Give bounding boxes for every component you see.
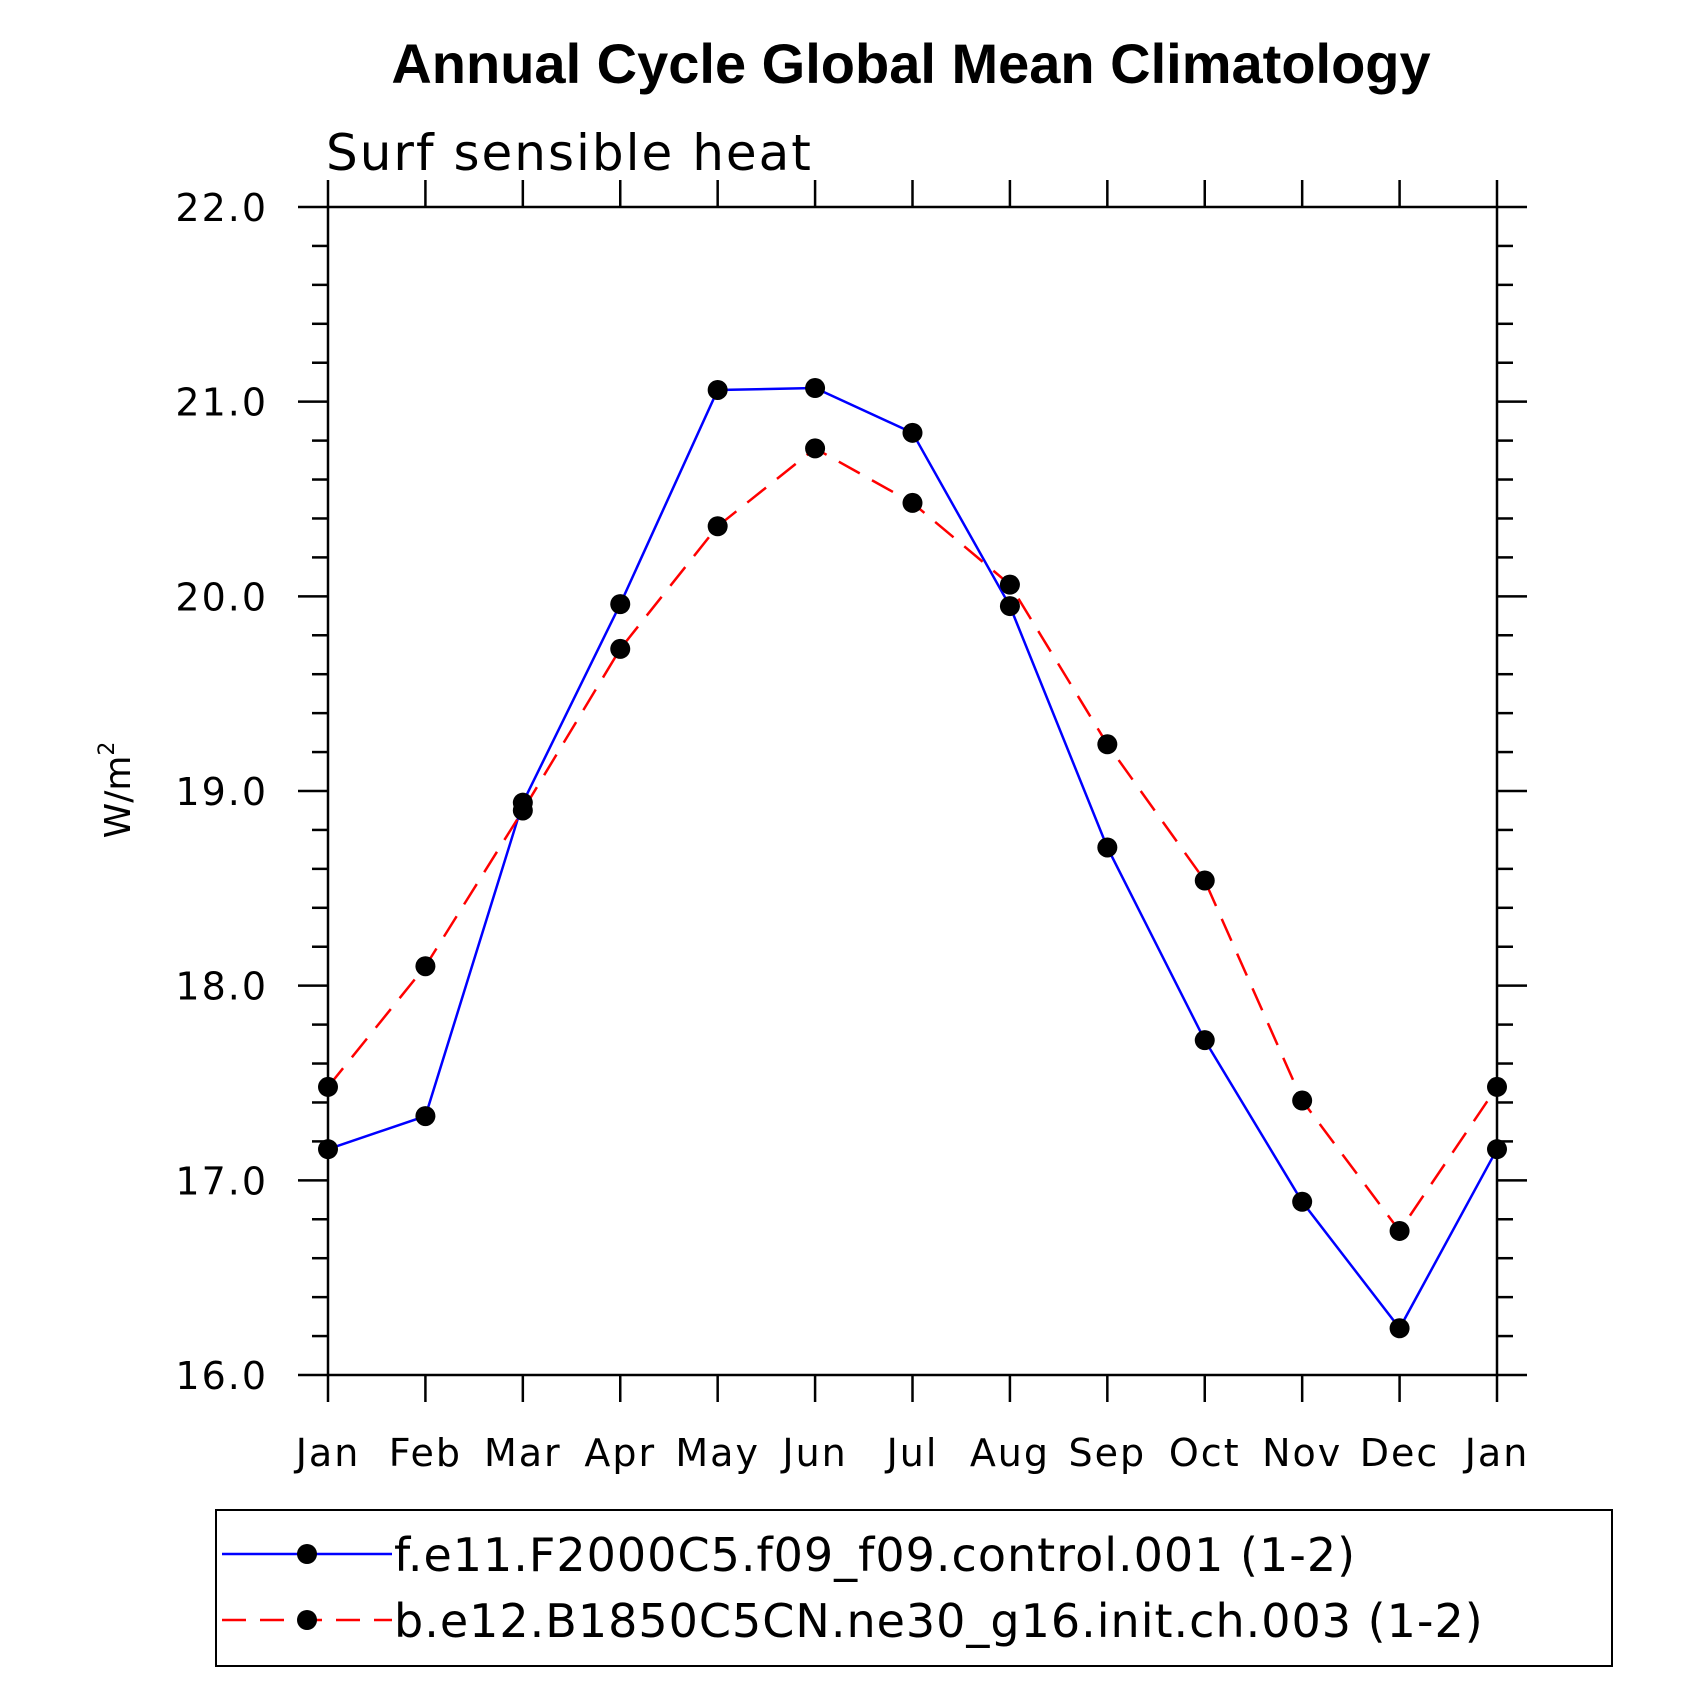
y-tick-label: 19.0	[175, 770, 268, 814]
x-tick-label: Jan	[1463, 1431, 1530, 1475]
x-tick-label: Aug	[970, 1431, 1050, 1475]
y-tick-label: 17.0	[175, 1159, 268, 1203]
series-2-point	[902, 492, 923, 513]
series-1-point	[318, 1139, 338, 1160]
legend-box	[215, 1509, 1613, 1667]
x-tick-labels: Jan Feb Mar Apr May Jun Jul Aug Sep Oct Nov Dec Jan	[294, 1431, 1530, 1475]
series-layer	[318, 378, 1507, 1339]
series-2-point	[1097, 734, 1118, 755]
legend-label-1: f.e11.F2000C5.f09_f09.control.001 (1-2)	[394, 1528, 1356, 1582]
series-1-point	[902, 422, 923, 443]
x-tick-label: May	[675, 1431, 760, 1475]
x-tick-label: Feb	[389, 1431, 462, 1475]
x-tick-label: Sep	[1069, 1431, 1147, 1475]
series-2-point	[707, 516, 728, 537]
series-2-point	[1487, 1076, 1507, 1097]
chart-title: Annual Cycle Global Mean Climatology	[391, 32, 1430, 95]
legend: f.e11.F2000C5.f09_f09.control.001 (1-2) b…	[222, 1528, 1484, 1648]
legend-marker-1	[297, 1544, 317, 1564]
y-tick-label: 20.0	[175, 575, 268, 619]
series-2-point	[318, 1076, 338, 1097]
y-axis-label-superscript: 2	[95, 742, 120, 756]
series-2-point	[415, 956, 436, 977]
x-tick-label: Jun	[780, 1431, 847, 1475]
series-1-point	[707, 379, 728, 400]
y-tick-label: 21.0	[175, 381, 268, 425]
series-2-point	[1194, 870, 1215, 891]
series-line-1	[327, 386, 1499, 1331]
series-1-point	[1097, 837, 1118, 858]
series-2-point	[805, 438, 826, 459]
x-tick-label: Mar	[484, 1431, 562, 1475]
series-1-point	[415, 1106, 436, 1127]
series-1-point	[805, 378, 826, 399]
legend-label-2: b.e12.B1850C5CN.ne30_g16.init.ch.003 (1-…	[394, 1594, 1484, 1648]
y-tick-label: 16.0	[175, 1354, 268, 1398]
series-2-point	[999, 574, 1020, 595]
y-tick-labels: 16.0 17.0 18.0 19.0 20.0 21.0 22.0	[175, 186, 268, 1398]
x-tick-label: Oct	[1169, 1431, 1241, 1475]
plot-frame	[326, 205, 1499, 1377]
series-2-point	[512, 800, 533, 821]
x-tick-label: Jul	[885, 1431, 939, 1475]
series-1-point	[1487, 1139, 1507, 1160]
y-axis-label-unit: W/m	[98, 756, 139, 839]
x-tick-label: Jan	[294, 1431, 361, 1475]
series-1-point	[1292, 1191, 1313, 1212]
series-2-point	[1292, 1090, 1313, 1111]
x-tick-label: Nov	[1262, 1431, 1342, 1475]
series-1-point	[999, 596, 1020, 617]
chart-subtitle: Surf sensible heat	[326, 124, 813, 182]
x-tick-label: Dec	[1360, 1431, 1440, 1475]
series-2-point	[1389, 1220, 1410, 1241]
legend-marker-2	[297, 1610, 317, 1630]
series-1-point	[1194, 1030, 1215, 1051]
series-line-2	[327, 446, 1499, 1234]
y-tick-label: 18.0	[175, 965, 268, 1009]
y-axis-label: W/m2	[95, 742, 139, 839]
axis-ticks	[298, 180, 1527, 1402]
x-tick-label: Apr	[584, 1431, 656, 1475]
series-1-point	[1389, 1318, 1410, 1339]
y-tick-label: 22.0	[175, 186, 268, 230]
series-1-point	[610, 594, 631, 615]
series-2-point	[610, 638, 631, 659]
